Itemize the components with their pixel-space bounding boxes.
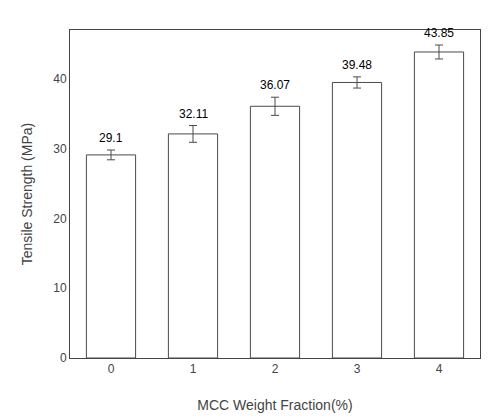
svg-text:3: 3 xyxy=(354,362,361,376)
svg-text:29.1: 29.1 xyxy=(99,131,123,145)
svg-text:36.07: 36.07 xyxy=(260,78,290,92)
svg-text:2: 2 xyxy=(272,362,279,376)
svg-text:39.48: 39.48 xyxy=(342,58,372,72)
svg-text:1: 1 xyxy=(190,362,197,376)
svg-text:Tensile Strength (MPa): Tensile Strength (MPa) xyxy=(19,123,35,265)
svg-text:4: 4 xyxy=(436,362,443,376)
svg-text:20: 20 xyxy=(53,212,67,226)
svg-text:43.85: 43.85 xyxy=(424,26,454,40)
svg-text:0: 0 xyxy=(108,362,115,376)
svg-text:30: 30 xyxy=(53,142,67,156)
svg-text:10: 10 xyxy=(53,281,67,295)
svg-text:32.11: 32.11 xyxy=(179,107,208,121)
svg-text:0: 0 xyxy=(60,351,67,365)
svg-text:MCC Weight Fraction(%): MCC Weight Fraction(%) xyxy=(197,397,352,413)
svg-text:40: 40 xyxy=(53,72,67,86)
